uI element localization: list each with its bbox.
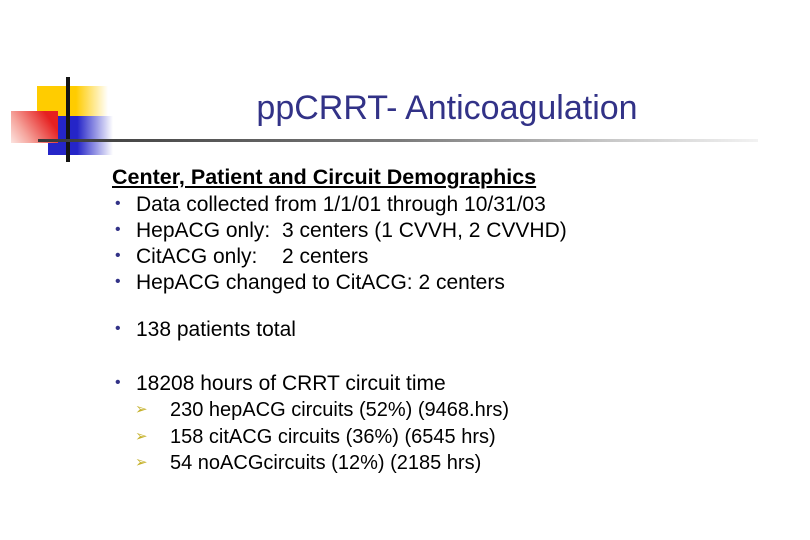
bullet-text: Data collected from 1/1/01 through 10/31… [136,193,546,216]
page-title: ppCRRT- Anticoagulation [256,89,638,127]
bullet-dot-icon: • [115,247,121,264]
bullet-value: 2 centers [282,245,369,268]
logo-blue-square [48,116,113,155]
bullet-item: • CitACG only: 2 centers [112,244,772,270]
sub-bullet-text: 54 noACGcircuits (12%) (2185 hrs) [170,452,482,474]
bullet-dot-icon: • [115,320,121,337]
logo-vertical-line [66,77,70,162]
sub-bullet-item: ➢ 230 hepACG circuits (52%) (9468.hrs) [112,397,772,424]
bullet-text: 138 patients total [136,318,296,341]
bullet-label: HepACG only: [136,219,271,242]
bullet-dot-icon: • [115,374,121,391]
bullet-item: • 18208 hours of CRRT circuit time [112,371,772,397]
bullet-item: • HepACG changed to CitACG: 2 centers [112,270,772,296]
body-text-block: Center, Patient and Circuit Demographics… [112,163,772,477]
logo-red-square [11,111,58,143]
title-rule [38,139,758,142]
sub-bullet-text: 230 hepACG circuits (52%) (9468.hrs) [170,399,510,421]
bullet-item: • 138 patients total [112,317,772,343]
bullet-label: CitACG only: [136,245,258,268]
bullet-dot-icon: • [115,195,121,212]
bullet-text: 18208 hours of CRRT circuit time [136,372,446,395]
sub-bullet-item: ➢ 54 noACGcircuits (12%) (2185 hrs) [112,450,772,477]
arrow-bullet-icon: ➢ [135,401,148,418]
bullet-dot-icon: • [115,273,121,290]
sub-bullet-text: 158 citACG circuits (36%) (6545 hrs) [170,425,496,448]
slide-logo [0,0,160,170]
section-heading: Center, Patient and Circuit Demographics [112,165,537,189]
bullet-value: 3 centers (1 CVVH, 2 CVVHD) [282,219,567,242]
bullet-dot-icon: • [115,221,121,238]
arrow-bullet-icon: ➢ [135,427,148,445]
bullet-item: • HepACG only: 3 centers (1 CVVH, 2 CVVHD… [112,218,772,244]
bullet-text: HepACG changed to CitACG: 2 centers [136,271,505,294]
bullet-item: • Data collected from 1/1/01 through 10/… [112,192,772,218]
sub-bullet-item: ➢ 158 citACG circuits (36%) (6545 hrs) [112,424,772,451]
arrow-bullet-icon: ➢ [135,454,148,471]
